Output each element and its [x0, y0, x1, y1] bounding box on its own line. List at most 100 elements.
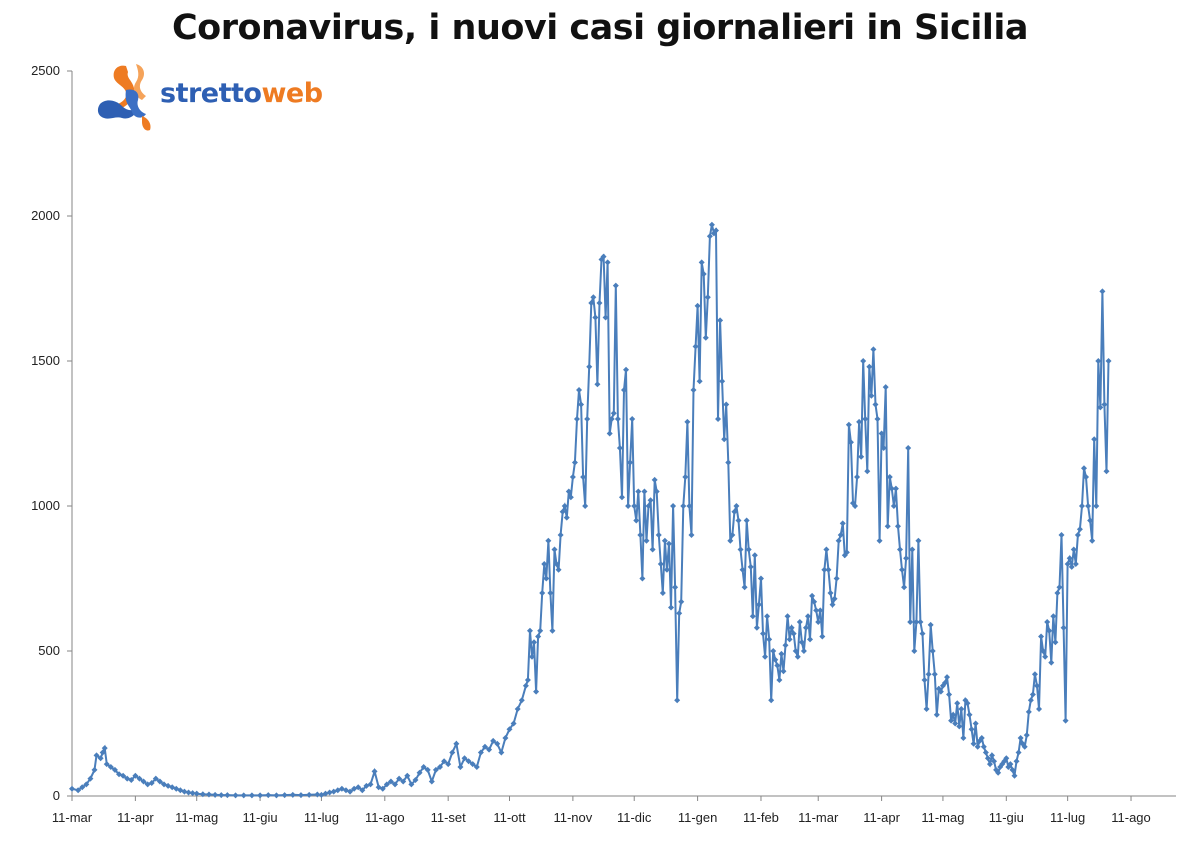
- data-point: [727, 537, 734, 544]
- data-point: [481, 743, 488, 750]
- data-point: [559, 508, 566, 515]
- data-point: [623, 366, 630, 373]
- data-point: [584, 416, 591, 422]
- data-point: [941, 679, 948, 686]
- data-point: [367, 781, 374, 788]
- data-point: [894, 523, 901, 530]
- x-tick-label: 11-mar: [798, 810, 839, 825]
- data-point: [852, 503, 859, 509]
- data-point: [567, 494, 574, 501]
- data-point: [657, 561, 664, 567]
- data-point: [212, 791, 219, 798]
- data-point: [1056, 584, 1063, 591]
- data-point: [457, 764, 464, 770]
- data-point: [776, 677, 783, 683]
- data-point: [1095, 358, 1102, 364]
- data-point: [890, 503, 897, 509]
- data-point: [792, 648, 799, 654]
- data-point: [831, 595, 838, 602]
- data-point: [702, 334, 709, 341]
- data-point: [193, 790, 200, 797]
- data-point: [543, 575, 550, 582]
- data-point: [856, 418, 863, 425]
- data-point: [911, 648, 918, 654]
- data-point: [782, 642, 789, 649]
- data-point: [770, 648, 777, 654]
- data-point: [768, 697, 775, 704]
- data-point: [888, 485, 895, 492]
- x-tick-label: 11-lug: [304, 810, 339, 825]
- data-point: [678, 598, 685, 605]
- logo-text-web: web: [261, 78, 323, 109]
- data-point: [835, 537, 842, 544]
- data-point: [533, 688, 540, 695]
- data-point: [549, 627, 556, 634]
- data-point: [823, 546, 830, 553]
- data-point: [573, 416, 580, 422]
- data-point: [537, 627, 544, 634]
- data-point: [224, 792, 231, 799]
- data-point: [1031, 671, 1038, 678]
- data-point: [692, 343, 699, 350]
- data-point: [602, 314, 609, 321]
- data-point: [387, 778, 394, 785]
- data-point: [314, 791, 321, 798]
- data-point: [618, 494, 625, 501]
- data-point: [946, 691, 953, 698]
- data-point: [715, 416, 722, 422]
- data-point: [843, 549, 850, 556]
- data-point: [148, 779, 155, 786]
- data-point: [862, 416, 869, 422]
- data-point: [359, 787, 366, 794]
- data-point: [1078, 503, 1085, 509]
- x-tick-label: 11-mar: [52, 810, 93, 825]
- data-point: [717, 317, 724, 324]
- strettoweb-logo: strettoweb: [96, 60, 356, 136]
- data-point: [1054, 590, 1061, 596]
- data-point: [1042, 653, 1049, 660]
- data-point: [128, 777, 135, 784]
- data-point: [416, 769, 423, 776]
- data-point: [954, 700, 961, 707]
- data-point: [604, 259, 611, 266]
- data-point: [404, 772, 411, 779]
- data-point: [968, 726, 975, 733]
- data-point: [1036, 706, 1043, 712]
- data-point: [931, 671, 938, 678]
- data-point: [522, 682, 529, 689]
- data-point: [477, 749, 484, 756]
- data-point: [774, 662, 781, 669]
- data-point: [884, 523, 891, 530]
- data-point: [132, 772, 139, 779]
- logo-text: strettoweb: [160, 78, 323, 109]
- data-point: [811, 598, 818, 605]
- data-point: [91, 766, 98, 773]
- data-point: [688, 532, 695, 538]
- data-point: [807, 636, 814, 643]
- data-point: [563, 514, 570, 521]
- data-point: [541, 561, 548, 567]
- data-point: [778, 650, 785, 657]
- data-point: [762, 653, 769, 660]
- x-tick-label: 11-lug: [1050, 810, 1085, 825]
- x-tick-label: 11-dic: [617, 810, 652, 825]
- data-point: [205, 791, 212, 798]
- data-point: [1058, 532, 1065, 538]
- data-point: [1029, 691, 1036, 698]
- data-point: [694, 302, 701, 309]
- data-point: [882, 384, 889, 391]
- data-point: [796, 619, 803, 625]
- data-point: [819, 633, 826, 640]
- data-point: [670, 503, 677, 509]
- data-point: [625, 503, 632, 509]
- data-point: [866, 363, 873, 370]
- data-point: [107, 764, 114, 770]
- data-point: [273, 792, 280, 799]
- data-point: [817, 607, 824, 614]
- data-point: [1091, 436, 1098, 443]
- data-point: [907, 619, 914, 625]
- data-point: [297, 792, 304, 799]
- data-point: [1048, 659, 1055, 666]
- data-point: [1009, 766, 1016, 773]
